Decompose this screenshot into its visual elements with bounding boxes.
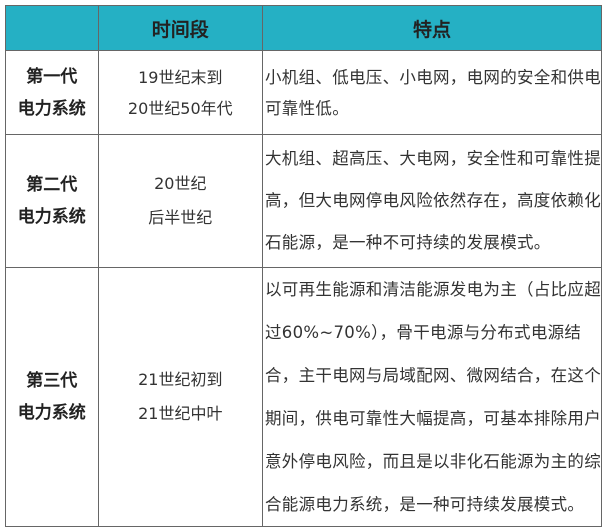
- text-line: 21世纪中叶: [138, 404, 223, 423]
- text-line: 以可再生能源和清洁能源发电为主（占比应超: [265, 280, 601, 299]
- generation-cell: 第二代 电力系统: [5, 134, 99, 268]
- text-line: 大机组、超高压、大电网，安全性和可靠性提: [265, 149, 601, 168]
- period-cell: 19世纪末到 20世纪50年代: [97, 50, 264, 135]
- features-cell: 小机组、低电压、小电网，电网的安全和供电 可靠性低。: [262, 50, 602, 135]
- generation-cell: 第一代 电力系统: [5, 50, 99, 135]
- text-line: 第三代: [26, 371, 78, 391]
- text-line: 后半世纪: [148, 208, 213, 227]
- period-cell: 21世纪初到 21世纪中叶: [97, 267, 264, 527]
- text-line: 电力系统: [17, 98, 86, 119]
- generation-cell: 第三代 电力系统: [5, 267, 99, 527]
- features-cell: 以可再生能源和清洁能源发电为主（占比应超 过60%~70%），骨干电源与分布式电源…: [262, 267, 602, 527]
- text-line: 可靠性低。: [265, 98, 349, 118]
- features-cell: 大机组、超高压、大电网，安全性和可靠性提 高，但大电网停电风险依然存在，高度依赖化…: [262, 134, 602, 268]
- text-line: 20世纪: [154, 174, 207, 193]
- header-period: 时间段: [97, 5, 264, 51]
- text-line: 小机组、低电压、小电网，电网的安全和供电: [265, 67, 601, 87]
- text-line: 高，但大电网停电风险依然存在，高度依赖化: [265, 191, 601, 210]
- text-line: 19世纪末到: [138, 67, 223, 87]
- table-row: 第三代电力系统 21世纪初到 21世纪中叶 以可再生能源和清洁能源发电为主（占比应…: [5, 267, 602, 527]
- period-cell: 20世纪后半世纪: [97, 134, 264, 268]
- text-line: 合，主干电网与局域配网、微网结合，在这个: [265, 366, 601, 385]
- text-line: 第一代: [26, 66, 78, 87]
- power-system-table: 时间段 特点 第一代电力系统 19世纪末到 20世纪50年代 小机组、低电压、小电…: [5, 5, 602, 527]
- text-line: 石能源，是一种不可持续的发展模式。: [265, 233, 551, 252]
- header-features: 特点: [262, 5, 602, 51]
- table-row: 第一代电力系统 19世纪末到 20世纪50年代 小机组、低电压、小电网，电网的安全…: [5, 50, 602, 135]
- text-line: 期间，供电可靠性大幅提高，可基本排除用户: [265, 409, 601, 428]
- text-line: 电力系统: [17, 207, 86, 227]
- text-line: 过60%~70%），骨干电源与分布式电源结: [265, 323, 582, 342]
- table-row: 第二代电力系统 20世纪后半世纪 大机组、超高压、大电网，安全性和可靠性提 高，但…: [5, 134, 602, 268]
- header-generation: [5, 5, 99, 51]
- text-line: 21世纪初到: [138, 370, 223, 389]
- text-line: 电力系统: [17, 403, 86, 423]
- text-line: 合能源电力系统，是一种可持续发展模式。: [265, 495, 585, 514]
- text-line: 意外停电风险，而且是以非化石能源为主的综: [265, 452, 601, 471]
- text-line: 第二代: [26, 175, 78, 195]
- header-row: 时间段 特点: [5, 5, 602, 51]
- text-line: 20世纪50年代: [127, 98, 233, 118]
